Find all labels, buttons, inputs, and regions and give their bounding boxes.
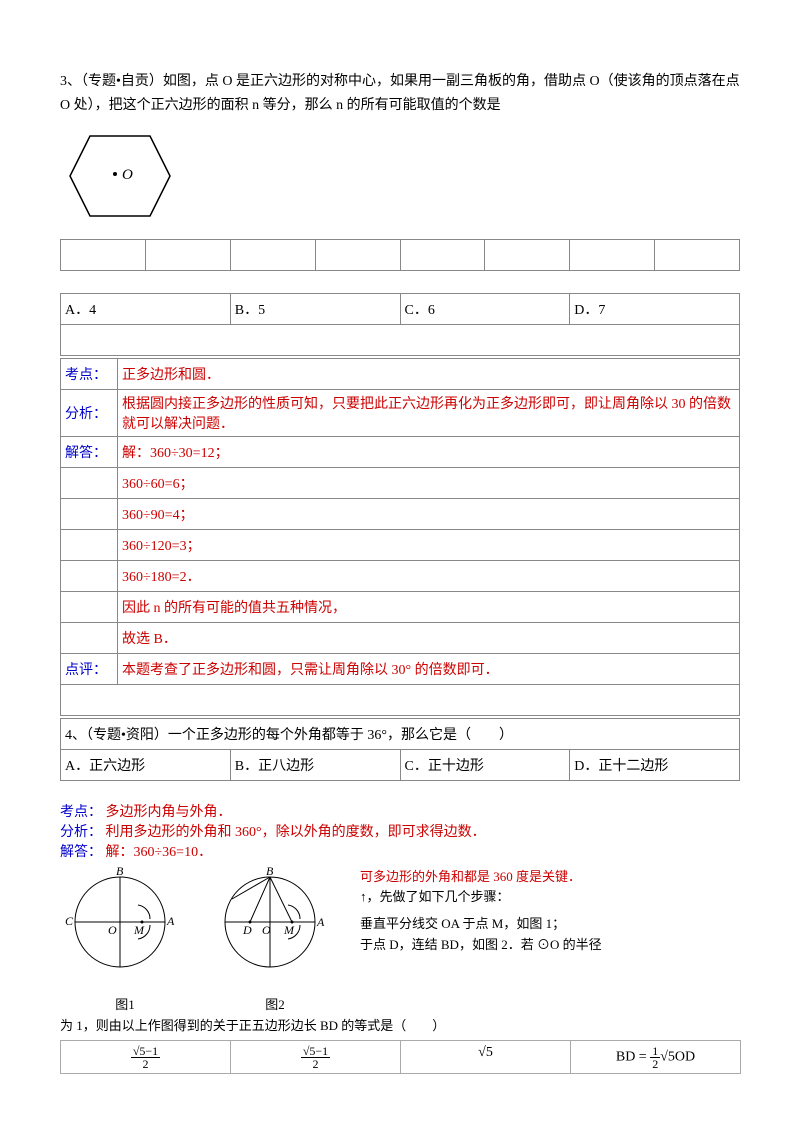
- final-opt-d: BD = 12√5OD: [570, 1040, 741, 1074]
- svg-text:A: A: [316, 915, 325, 929]
- diag1-caption: 图1: [60, 994, 190, 1013]
- q4-kd: 考点： 多边形内角与外角．: [60, 801, 740, 821]
- diagram-row: B C A O M 图1 B A D O: [60, 867, 740, 1013]
- q4-block: 4、（专题•资阳）一个正多边形的每个外角都等于 36°，那么它是（ ） A．正六…: [60, 718, 740, 781]
- q3-prefix: 3、: [60, 74, 81, 89]
- q3-opt-a: A．4: [61, 293, 231, 324]
- diagram-2: B A D O M 图2: [210, 867, 340, 1013]
- q3-jd-4: 360÷180=2．: [118, 560, 740, 591]
- final-line: 为 1，则由以上作图得到的关于正五边形边长 BD 的等式是（ ）: [60, 1015, 740, 1034]
- q4-fx-label: 分析：: [60, 825, 102, 840]
- q4-jd-text: 解：360÷36=10．: [106, 845, 213, 860]
- overlay2: ↑，先做了如下几个步骤：: [360, 887, 740, 908]
- final-opt-c: √5: [400, 1040, 571, 1074]
- final-opt-a: √5−12: [60, 1040, 231, 1074]
- q3-jd-2: 360÷90=4；: [118, 498, 740, 529]
- q3-body: 如图，点 O 是正六边形的对称中心，如果用一副三角板的角，借助点 O（使该角的顶…: [60, 74, 740, 113]
- q3-source: （专题•自贡）: [81, 74, 163, 89]
- q3-dp-text: 本题考查了正多边形和圆，只需让周角除以 30° 的倍数即可．: [118, 653, 740, 684]
- hexagon-figure: O: [60, 126, 740, 231]
- q4-opt-a: A．正六边形: [61, 749, 231, 780]
- final-options-row: √5−12 √5−12 √5 BD = 12√5OD: [60, 1040, 740, 1074]
- svg-text:B: B: [266, 867, 274, 878]
- q4-opt-b: B．正八边形: [230, 749, 400, 780]
- diagram-1: B C A O M 图1: [60, 867, 190, 1013]
- overlay1: 可多边形的外角和都是 360 度是关键．: [360, 867, 740, 888]
- q4-jd-label: 解答：: [60, 845, 102, 860]
- overlay3: 垂直平分线交 OA 于点 M，如图 1；: [360, 914, 740, 935]
- svg-text:C: C: [65, 914, 74, 928]
- diag2-caption: 图2: [210, 994, 340, 1013]
- q3-jd-label: 解答：: [61, 436, 118, 467]
- q3-kd-text: 正多边形和圆．: [118, 358, 740, 389]
- q4-kd-text: 多边形内角与外角．: [106, 805, 232, 820]
- q3-jd-1: 360÷60=6；: [118, 467, 740, 498]
- q3-jd-3: 360÷120=3；: [118, 529, 740, 560]
- hex-o-label: O: [122, 167, 133, 183]
- q3-opt-c: C．6: [400, 293, 570, 324]
- q3-empty-grid: [60, 239, 740, 271]
- q3-jd-0: 解：360÷30=12；: [118, 436, 740, 467]
- q3-solution-table: 考点： 正多边形和圆． 分析： 根据圆内接正多边形的性质可知，只要把此正六边形再…: [60, 358, 740, 716]
- q3-kd-label: 考点：: [61, 358, 118, 389]
- svg-text:B: B: [116, 867, 124, 878]
- q3-jd-5: 因此 n 的所有可能的值共五种情况，: [118, 591, 740, 622]
- q3-dp-label: 点评：: [61, 653, 118, 684]
- q3-opt-d: D．7: [570, 293, 740, 324]
- q4-fx: 分析： 利用多边形的外角和 360°，除以外角的度数，即可求得边数．: [60, 821, 740, 841]
- q4-fx-text: 利用多边形的外角和 360°，除以外角的度数，即可求得边数．: [106, 825, 486, 840]
- q3-fx-text: 根据圆内接正多边形的性质可知，只要把此正六边形再化为正多边形即可，即让周角除以 …: [118, 389, 740, 436]
- q3-opt-b: B．5: [230, 293, 400, 324]
- q4-opt-c: C．正十边形: [400, 749, 570, 780]
- svg-text:O: O: [262, 923, 271, 937]
- svg-text:D: D: [242, 923, 252, 937]
- overlay-block: 可多边形的外角和都是 360 度是关键． ↑，先做了如下几个步骤： 垂直平分线交…: [360, 867, 740, 956]
- q4-opt-d: D．正十二边形: [570, 749, 740, 780]
- q4-source: （专题•资阳）: [86, 728, 168, 743]
- final-opt-b: √5−12: [230, 1040, 401, 1074]
- q3-text: 3、（专题•自贡）如图，点 O 是正六边形的对称中心，如果用一副三角板的角，借助…: [60, 70, 740, 118]
- q4-prefix: 4、: [65, 728, 86, 743]
- svg-text:A: A: [166, 914, 175, 928]
- q3-options-table: A．4 B．5 C．6 D．7: [60, 293, 740, 356]
- q3-fx-label: 分析：: [61, 389, 118, 436]
- svg-text:O: O: [108, 923, 117, 937]
- q4-kd-label: 考点：: [60, 805, 102, 820]
- svg-text:M: M: [133, 923, 145, 937]
- overlay4: 于点 D，连结 BD，如图 2．若 ⊙O 的半径: [360, 935, 740, 956]
- q4-jd: 解答： 解：360÷36=10．: [60, 841, 740, 861]
- q3-jd-6: 故选 B．: [118, 622, 740, 653]
- svg-text:M: M: [283, 923, 295, 937]
- q4-body: 一个正多边形的每个外角都等于 36°，那么它是（ ）: [168, 728, 513, 743]
